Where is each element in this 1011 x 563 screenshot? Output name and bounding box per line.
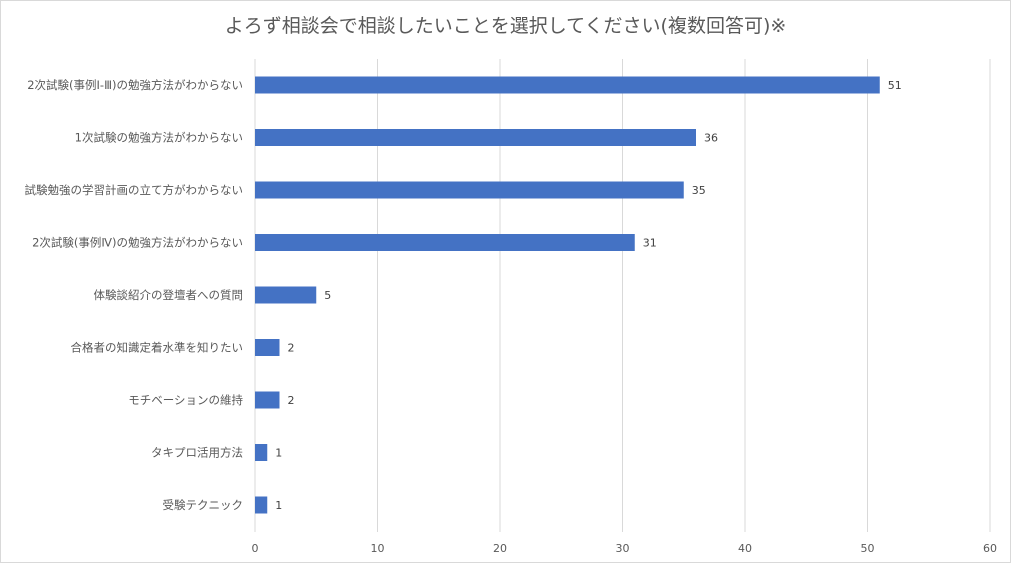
data-label: 35 bbox=[692, 184, 706, 197]
data-label: 2 bbox=[288, 394, 295, 407]
category-label: 2次試験(事例Ⅳ)の勉強方法がわからない bbox=[32, 236, 243, 250]
bar bbox=[255, 444, 268, 461]
category-label: 受験テクニック bbox=[163, 498, 244, 512]
x-tick-label: 40 bbox=[738, 542, 752, 555]
x-tick-label: 50 bbox=[861, 542, 875, 555]
x-tick-label: 10 bbox=[371, 542, 385, 555]
category-label: モチベーションの維持 bbox=[128, 393, 243, 407]
category-label: 体験談紹介の登壇者への質問 bbox=[94, 288, 244, 302]
x-tick-label: 20 bbox=[493, 542, 507, 555]
data-label: 36 bbox=[704, 132, 718, 145]
chart-title: よろず相談会で相談したいことを選択してください(複数回答可)※ bbox=[224, 15, 787, 37]
bar bbox=[255, 391, 280, 409]
category-label: 1次試験の勉強方法がわからない bbox=[75, 131, 243, 145]
bar bbox=[255, 286, 317, 304]
x-tick-label: 0 bbox=[252, 542, 259, 555]
data-label: 5 bbox=[324, 289, 331, 302]
category-label: 合格者の知識定着水準を知りたい bbox=[71, 341, 244, 355]
bar bbox=[255, 181, 684, 199]
data-label: 1 bbox=[275, 499, 282, 512]
category-label: 試験勉強の学習計画の立て方がわからない bbox=[25, 183, 244, 197]
bar bbox=[255, 234, 635, 251]
x-tick-label: 30 bbox=[616, 542, 630, 555]
category-label: タキプロ活用方法 bbox=[151, 446, 243, 460]
bar bbox=[255, 76, 880, 94]
bar bbox=[255, 129, 696, 146]
category-label: 2次試験(事例Ⅰ-Ⅲ)の勉強方法がわからない bbox=[27, 78, 243, 92]
bar bbox=[255, 339, 280, 356]
data-label: 31 bbox=[643, 237, 657, 250]
data-label: 1 bbox=[275, 447, 282, 460]
bar bbox=[255, 496, 268, 514]
data-label: 2 bbox=[288, 342, 295, 355]
x-tick-label: 60 bbox=[983, 542, 997, 555]
data-label: 51 bbox=[888, 79, 902, 92]
